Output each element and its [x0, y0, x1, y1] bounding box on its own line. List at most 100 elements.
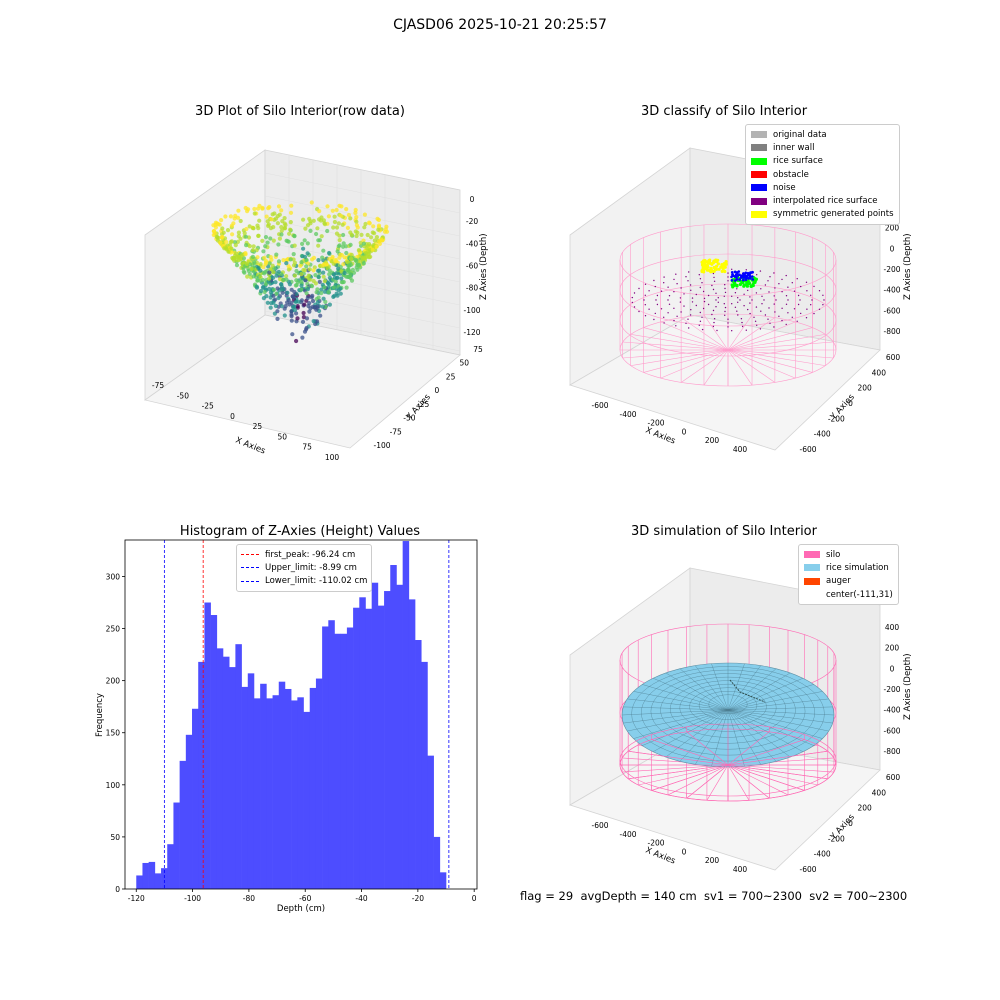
data-point — [331, 225, 336, 230]
rice-mesh-line — [727, 709, 761, 765]
silo-wireframe-spoke — [727, 317, 776, 351]
noise-point — [730, 271, 734, 274]
data-point — [243, 252, 248, 257]
figure-title: CJASD06 2025-10-21 20:25:57 — [393, 17, 607, 33]
rice-surface-point — [749, 284, 753, 288]
x-tick-label: 200 — [705, 856, 720, 865]
y-tick-label: -100 — [373, 441, 390, 450]
interpolated-point — [793, 290, 796, 292]
x-tick-label: -25 — [202, 402, 214, 411]
histogram-bar — [384, 591, 391, 889]
histogram-bar — [371, 582, 379, 889]
symmetric-point — [711, 261, 715, 265]
data-point — [270, 212, 275, 217]
data-point — [299, 272, 304, 277]
legend-label: center(-111,31) — [826, 589, 893, 600]
data-point — [338, 286, 343, 291]
interpolated-point — [699, 311, 701, 314]
data-point — [317, 209, 322, 214]
interpolated-point — [717, 297, 719, 299]
data-point — [257, 203, 262, 208]
histogram-y-axis-label: Frequency — [95, 693, 105, 737]
data-point — [295, 305, 300, 310]
z-tick-label: -400 — [883, 706, 900, 715]
silo-wireframe-front-spoke — [628, 764, 729, 780]
x-tick-label: -20 — [412, 894, 424, 903]
simulation-legend: silo rice simulation auger center(-111,31) — [798, 544, 899, 606]
histogram-bar — [408, 599, 416, 889]
data-point — [349, 252, 354, 257]
silo-wireframe-spoke — [727, 349, 796, 379]
rice-mesh-line — [727, 672, 791, 711]
silo-wireframe-spoke — [680, 317, 729, 351]
x-tick-label: -400 — [619, 410, 636, 419]
legend-item: auger — [804, 575, 893, 588]
data-point — [234, 263, 240, 268]
z-tick-label: -600 — [883, 306, 900, 315]
data-point — [284, 261, 289, 266]
data-point — [228, 214, 233, 219]
legend-item: obstacle — [751, 168, 894, 181]
data-point — [321, 296, 326, 301]
interpolated-point — [741, 325, 744, 328]
interpolated-point — [690, 309, 692, 311]
histogram-bar — [334, 633, 342, 889]
y-tick-label: -200 — [828, 834, 845, 843]
interpolated-point — [698, 324, 700, 326]
x-tick-label: 400 — [733, 445, 748, 454]
rice-surface-point — [733, 281, 737, 285]
histogram-bar — [222, 656, 230, 889]
interpolated-point — [767, 318, 769, 320]
data-point — [284, 277, 289, 282]
data-point — [310, 298, 316, 304]
simulation-x-axis-label: X Axies — [644, 846, 677, 867]
histogram-bar — [142, 862, 149, 889]
interpolated-point — [787, 312, 789, 314]
data-point — [322, 279, 327, 284]
data-point — [252, 211, 257, 216]
data-point — [374, 244, 379, 249]
data-point — [283, 304, 288, 309]
silo-wireframe-back-spoke — [706, 764, 729, 801]
data-point — [238, 218, 243, 224]
data-point — [383, 227, 388, 232]
interpolated-point — [727, 322, 729, 324]
data-point — [308, 221, 313, 226]
x-tick-label: 200 — [705, 436, 720, 445]
data-point — [345, 270, 350, 275]
data-point — [243, 234, 248, 239]
data-point — [315, 300, 320, 305]
interpolated-point — [736, 288, 738, 290]
interpolated-point — [703, 300, 706, 303]
data-point — [360, 257, 365, 262]
y-tick-label: 600 — [886, 353, 901, 362]
legend-label: silo — [826, 549, 841, 560]
histogram-bar — [359, 597, 366, 889]
x-tick-label: 25 — [253, 422, 263, 431]
data-point — [307, 309, 312, 314]
data-point — [266, 279, 271, 284]
interpolated-point — [764, 314, 767, 316]
x-tick-label: 0 — [472, 894, 477, 903]
legend-label: inner wall — [773, 142, 815, 153]
interpolated-point — [778, 283, 780, 285]
histogram-bar — [216, 648, 224, 889]
interpolated-point — [724, 314, 726, 316]
data-point — [252, 260, 257, 265]
data-point — [295, 280, 300, 285]
data-point — [337, 203, 342, 208]
y-tick-label: 200 — [106, 677, 121, 686]
data-point — [267, 261, 272, 266]
y-tick-label: 200 — [858, 804, 873, 813]
interpolated-point — [713, 318, 716, 320]
histogram-bar — [346, 627, 354, 889]
data-point — [282, 221, 287, 226]
silo-wireframe-front-spoke — [727, 764, 805, 791]
data-point — [311, 255, 317, 260]
data-point — [314, 231, 319, 237]
simulation-plot-title: 3D simulation of Silo Interior — [631, 524, 817, 539]
histogram-bar — [173, 802, 180, 889]
histogram-bar — [266, 698, 273, 889]
symmetric-point — [720, 269, 724, 273]
interpolated-point — [797, 294, 800, 297]
